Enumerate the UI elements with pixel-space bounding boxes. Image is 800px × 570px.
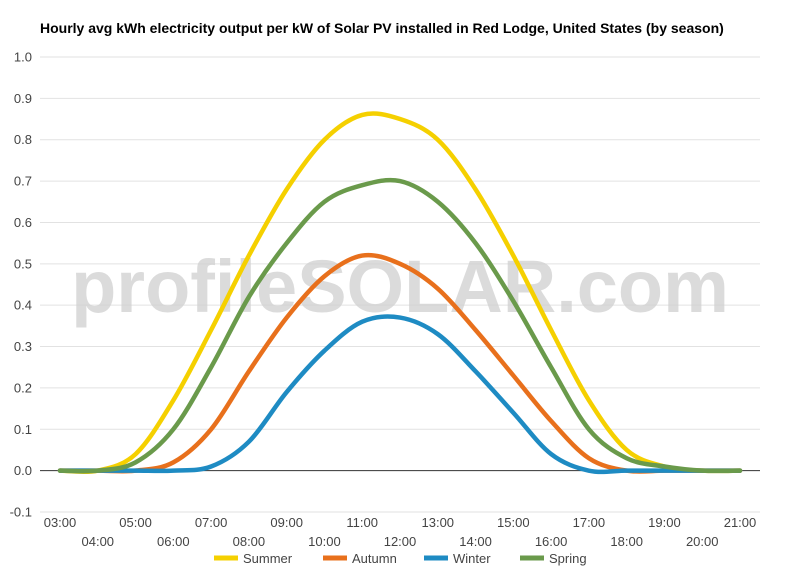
y-tick-label: 0.3	[14, 339, 32, 354]
y-tick-label: -0.1	[10, 505, 32, 520]
x-tick-label: 03:00	[44, 515, 77, 530]
x-tick-label: 14:00	[459, 534, 492, 549]
y-tick-label: 0.2	[14, 380, 32, 395]
x-tick-label: 05:00	[119, 515, 152, 530]
x-tick-label: 07:00	[195, 515, 228, 530]
x-tick-label: 10:00	[308, 534, 341, 549]
x-tick-label: 20:00	[686, 534, 719, 549]
legend: Summer Autumn Winter Spring	[214, 551, 587, 566]
y-tick-label: 0.4	[14, 298, 32, 313]
y-tick-label: 1.0	[14, 50, 32, 65]
x-tick-label: 15:00	[497, 515, 530, 530]
x-tick-label: 18:00	[610, 534, 643, 549]
series-line-summer	[57, 111, 743, 475]
x-tick-label: 17:00	[573, 515, 606, 530]
x-tick-label: 11:00	[346, 515, 378, 530]
x-axis: 03:00 04:00 05:00 06:00 07:00 08:00 09:00 10:00…	[44, 515, 757, 549]
x-tick-label: 21:00	[724, 515, 757, 530]
legend-label: Summer	[243, 551, 293, 566]
series-line-winter	[57, 314, 743, 475]
chart-title: Hourly avg kWh electricity output per kW…	[40, 20, 724, 36]
x-tick-label: 06:00	[157, 534, 190, 549]
x-tick-label: 12:00	[384, 534, 417, 549]
x-tick-label: 13:00	[422, 515, 455, 530]
legend-label: Winter	[453, 551, 491, 566]
watermark: profileSOLAR.com	[71, 245, 729, 328]
y-tick-label: 0.6	[14, 215, 32, 230]
y-tick-label: 0.1	[14, 422, 32, 437]
y-tick-label: 0.5	[14, 256, 32, 271]
x-tick-label: 16:00	[535, 534, 568, 549]
legend-label: Autumn	[352, 551, 397, 566]
y-tick-label: 0.7	[14, 174, 32, 189]
x-tick-label: 04:00	[82, 534, 115, 549]
legend-label: Spring	[549, 551, 587, 566]
x-tick-label: 08:00	[233, 534, 266, 549]
series-line-spring	[57, 177, 743, 474]
y-tick-label: 0.9	[14, 91, 32, 106]
y-axis: -0.1 0.0 0.1 0.2 0.3 0.4 0.5 0.6 0.7 0.8 0.9 1.0	[10, 50, 32, 520]
y-tick-label: 0.8	[14, 132, 32, 147]
x-tick-label: 09:00	[270, 515, 303, 530]
x-tick-label: 19:00	[648, 515, 681, 530]
y-tick-label: 0.0	[14, 463, 32, 478]
series-lines	[57, 111, 743, 475]
